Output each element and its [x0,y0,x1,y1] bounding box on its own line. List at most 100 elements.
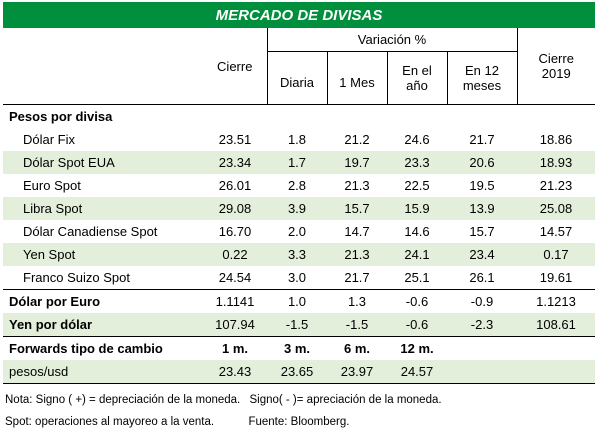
cell: 19.5 [469,178,495,193]
table-title: MERCADO DE DIVISAS [3,2,595,28]
header-cierre-2019-line1: Cierre [538,51,574,66]
cell: 14.57 [539,224,573,239]
cell: 2.0 [287,224,307,239]
empty-cell [517,336,595,360]
footnotes: Nota: Signo ( +) = depreciación de la mo… [3,389,595,433]
cell: 19.61 [539,270,573,285]
header-anio: año [406,78,428,93]
cell: 0.17 [543,247,569,262]
note-sign-plus: Nota: Signo ( +) = depreciación de la mo… [5,394,241,406]
row-label: Dólar Canadiense Spot [23,224,158,239]
cell: 1.1213 [517,289,595,313]
cell: -0.6 [387,289,447,313]
currency-market-table-wrapper: MERCADO DE DIVISAS Cierre Variación % Ci… [3,2,595,433]
table-row: Franco Suizo Spot 24.54 3.0 21.7 25.1 26.1 19.… [3,266,595,290]
header-cierre-2019: Cierre 2019 [516,28,595,105]
forward-value: 23.65 [267,360,327,384]
cell: 18.86 [539,132,573,147]
header-en-el: En el [402,63,432,78]
cell: 18.93 [539,155,573,170]
header-meses: meses [462,78,502,93]
currency-market-table: MERCADO DE DIVISAS Cierre Variación % Ci… [3,2,595,384]
forward-period: 1 m. [203,336,267,360]
note-spot: Spot: operaciones al mayoreo a la venta. [5,416,215,428]
cell: 1.1141 [203,289,267,313]
cell: 0.22 [222,247,248,262]
cell: 26.01 [218,178,252,193]
header-diaria: Diaria [266,51,327,105]
forward-period: 6 m. [327,336,387,360]
forwards-label: Forwards tipo de cambio [3,336,203,360]
header-blank [3,28,203,105]
cell: 23.51 [218,132,252,147]
footnote-line-2: Spot: operaciones al mayoreo a la venta.… [3,411,595,433]
cell: 24.1 [404,247,430,262]
forward-period: 12 m. [387,336,447,360]
cell: 23.34 [218,155,252,170]
empty-cell [517,360,595,384]
cell: -2.3 [470,317,494,332]
cell: 21.3 [344,247,370,262]
forward-value: 23.97 [327,360,387,384]
cell: 21.23 [539,178,573,193]
cell: 24.6 [404,132,430,147]
header-variacion: Variación % [266,28,517,52]
cell: -1.5 [285,317,309,332]
row-label: Franco Suizo Spot [23,270,130,285]
table-row: Dólar Canadiense Spot 16.70 2.0 14.7 14.6 15.… [3,220,595,243]
cell: 26.1 [469,270,495,285]
header-1-mes: 1 Mes [326,51,387,105]
note-sign-minus: Signo( - )= apreciación de la moneda. [249,394,442,406]
cell: 2.8 [287,178,307,193]
cell: -1.5 [345,317,369,332]
forward-value: 23.43 [203,360,267,384]
cell: 13.9 [469,201,495,216]
row-dolar-por-euro-label: Dólar por Euro [3,289,203,313]
header-cierre: Cierre [203,28,267,105]
forward-period: 3 m. [267,336,327,360]
row-label: Dólar Fix [23,132,76,147]
section-pesos-por-divisa: Pesos por divisa [9,109,113,124]
header-en-12-meses: En 12 meses [446,51,517,105]
cell: 1.0 [267,289,327,313]
cell: 15.7 [469,224,495,239]
row-label: Euro Spot [23,178,81,193]
footnote-line-1: Nota: Signo ( +) = depreciación de la mo… [3,389,595,411]
cell: 25.08 [539,201,573,216]
table-row: Euro Spot 26.01 2.8 21.3 22.5 19.5 21.23 [3,174,595,197]
cell: 107.94 [215,317,255,332]
cell: 3.9 [287,201,307,216]
row-label: Libra Spot [23,201,83,216]
forwards-row-label: pesos/usd [3,360,203,384]
cell: 15.7 [344,201,370,216]
table-row: Dólar Spot EUA 23.34 1.7 19.7 23.3 20.6 18.93 [3,151,595,174]
cell: 1.3 [327,289,387,313]
header-en-el-anio: En el año [386,51,447,105]
cell: 3.0 [287,270,307,285]
cell: 22.5 [404,178,430,193]
table-row: Yen Spot 0.22 3.3 21.3 24.1 23.4 0.17 [3,243,595,266]
currency-rows: Dólar Fix 23.51 1.8 21.2 24.6 21.7 18.86 Dólar … [3,128,595,290]
cell: 23.3 [404,155,430,170]
cell: -0.6 [405,317,429,332]
cell: 24.54 [218,270,252,285]
cell: 25.1 [404,270,430,285]
cell: 15.9 [404,201,430,216]
cell: 29.08 [218,201,252,216]
cell: 14.6 [404,224,430,239]
cell: 3.3 [287,247,307,262]
header-en-12: En 12 [465,63,499,78]
row-label: Dólar Spot EUA [23,155,115,170]
empty-cell [447,336,517,360]
table-row: Libra Spot 29.08 3.9 15.7 15.9 13.9 25.08 [3,197,595,220]
cell: 1.7 [287,155,307,170]
cell: -0.9 [447,289,517,313]
cell: 16.70 [218,224,252,239]
empty-cell [447,360,517,384]
row-label: Yen Spot [23,247,76,262]
cell: 21.2 [344,132,370,147]
cell: 21.3 [344,178,370,193]
cell: 23.4 [469,247,495,262]
cell: 108.61 [536,317,576,332]
table-row: Dólar Fix 23.51 1.8 21.2 24.6 21.7 18.86 [3,128,595,151]
